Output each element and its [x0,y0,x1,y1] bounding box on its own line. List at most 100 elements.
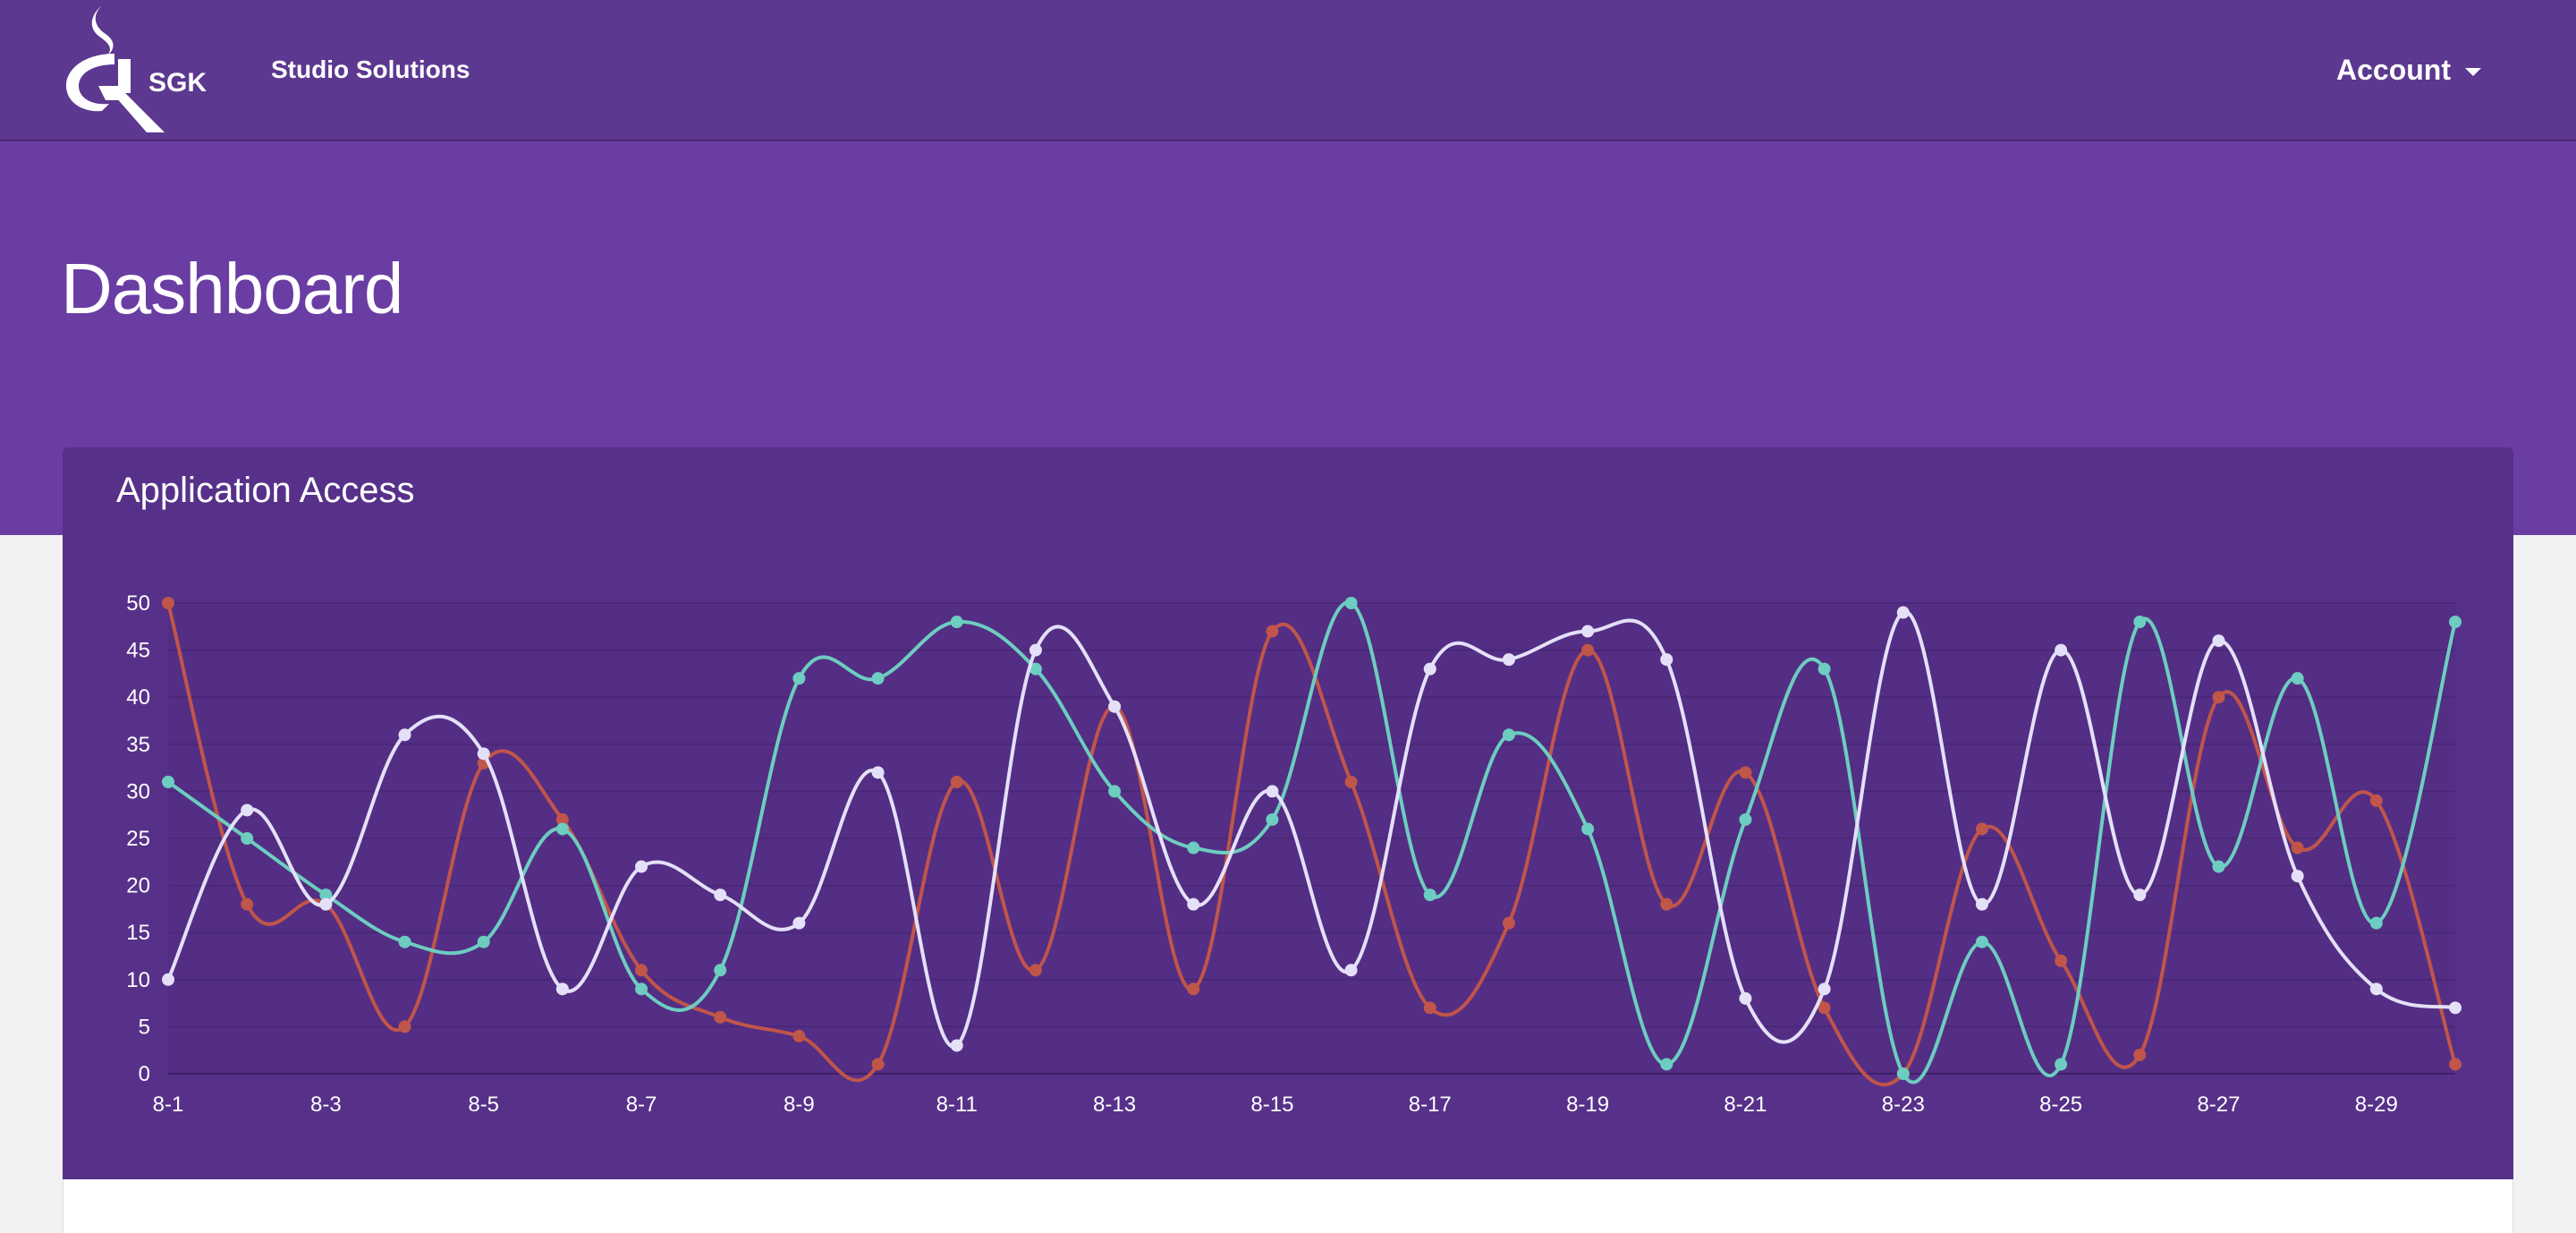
data-point [1660,1058,1674,1071]
data-point [950,1039,963,1052]
data-point [2133,1048,2147,1061]
data-point [241,804,254,817]
data-point [477,747,490,761]
x-tick-label: 8-23 [1882,1093,1925,1117]
data-point [1187,897,1200,911]
data-point [555,982,569,996]
data-point [950,616,963,629]
data-point [2133,616,2147,629]
data-point [792,1029,806,1042]
data-point [1660,897,1674,911]
data-point [319,897,333,911]
y-tick-label: 25 [126,827,150,851]
data-point [1187,841,1200,855]
y-tick-label: 40 [126,685,150,710]
data-point [2291,870,2304,883]
data-point [1581,625,1595,638]
account-menu-button[interactable]: Account [2336,54,2481,87]
data-point [635,964,648,977]
data-point [1581,822,1595,836]
x-tick-label: 8-27 [2197,1093,2240,1117]
data-point [2291,672,2304,685]
data-point [2212,634,2225,648]
y-tick-label: 15 [126,921,150,945]
data-point [1975,822,1988,836]
data-point [871,672,885,685]
data-point [162,973,174,986]
y-tick-label: 0 [139,1062,150,1086]
data-point [714,1010,727,1024]
data-point [1818,982,1831,996]
data-point [1502,653,1515,667]
data-point [319,889,333,902]
data-point [1896,606,1910,619]
data-point [635,982,648,996]
y-tick-label: 5 [139,1015,150,1039]
data-point [1029,964,1042,977]
data-point [1739,991,1752,1005]
data-point [1581,643,1595,657]
data-point [1739,812,1752,826]
data-point [2055,643,2068,657]
data-point [2369,982,2383,996]
data-point [1739,766,1752,779]
data-point [1029,643,1042,657]
caret-down-icon [2465,68,2481,76]
x-tick-label: 8-1 [153,1093,184,1117]
data-point [1660,653,1674,667]
data-point [241,897,254,911]
data-point [1344,597,1358,609]
x-tick-label: 8-13 [1093,1093,1136,1117]
data-point [2055,1058,2068,1071]
data-point [477,935,490,948]
x-tick-label: 8-25 [2039,1093,2082,1117]
x-tick-label: 8-21 [1724,1093,1767,1117]
page-title: Dashboard [61,249,403,328]
x-tick-label: 8-5 [468,1093,499,1117]
data-point [162,597,174,609]
y-tick-label: 10 [126,968,150,992]
next-panel [63,1179,2513,1233]
top-navbar: SGK Studio Solutions Account [0,0,2576,141]
data-point [2055,954,2068,967]
svg-text:SGK: SGK [148,68,207,98]
y-tick-label: 20 [126,874,150,898]
data-point [241,832,254,845]
data-point [2369,794,2383,807]
application-access-panel: Application Access 0 5 10 15 20 25 30 35 40 45 50 8… [63,447,2513,1179]
account-label: Account [2336,54,2451,86]
data-point [1896,1067,1910,1080]
data-point [871,1058,885,1071]
y-tick-label: 45 [126,639,150,663]
y-tick-label: 30 [126,779,150,804]
application-access-chart: 0 5 10 15 20 25 30 35 40 45 50 8-1 8-3 8-5 8-7 8-9 8-11 8… [126,591,2462,1117]
data-point [1266,625,1279,638]
data-point [1344,775,1358,788]
x-tick-label: 8-9 [784,1093,815,1117]
panel-title: Application Access [116,471,415,510]
x-tick-label: 8-7 [626,1093,657,1117]
data-point [714,964,727,977]
data-point [1502,728,1515,742]
data-point [950,775,963,788]
data-point [1818,1001,1831,1015]
brand-name[interactable]: Studio Solutions [271,55,470,83]
data-point [1423,889,1436,902]
data-point [2449,1001,2462,1015]
data-point [1187,982,1200,996]
sgk-logo[interactable]: SGK [59,4,220,132]
data-point [1108,700,1122,713]
series-line-1 [166,602,2457,1087]
data-point [2212,860,2225,873]
x-tick-label: 8-19 [1566,1093,1609,1117]
data-point [714,889,727,902]
data-point [398,1020,411,1033]
y-tick-label: 50 [126,591,150,616]
data-point [635,860,648,873]
data-point [1029,662,1042,676]
data-point [792,916,806,930]
data-point [1108,785,1122,798]
data-point [792,672,806,685]
data-point [2212,691,2225,704]
data-point [2369,916,2383,930]
